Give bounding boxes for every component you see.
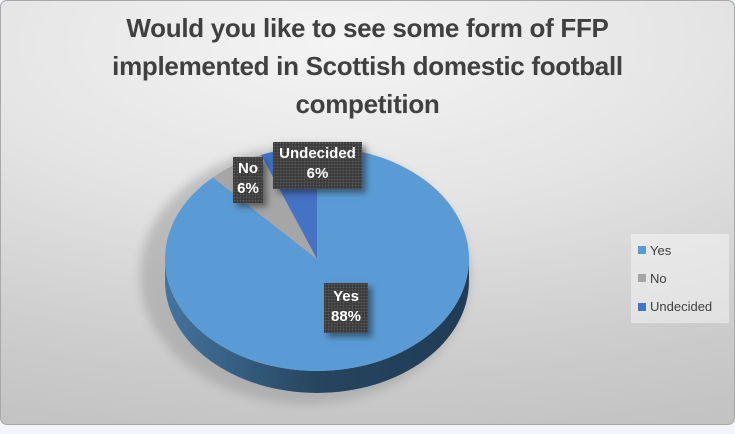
legend-label-yes: Yes: [650, 242, 672, 258]
legend-swatch-yes: [638, 246, 646, 255]
data-label-undecided-category: Undecided: [279, 145, 356, 162]
data-label-undecided-percent: 6%: [306, 165, 329, 182]
data-label-undecided[interactable]: Undecided 6%: [273, 142, 362, 189]
data-label-no-category: No: [238, 160, 258, 177]
legend-item-no[interactable]: No: [638, 271, 729, 286]
legend-label-no: No: [650, 270, 667, 286]
data-label-yes-category: Yes: [333, 288, 359, 305]
pie-side-wall: [165, 259, 469, 393]
legend-swatch-no: [638, 274, 646, 283]
legend-label-undecided: Undecided: [650, 299, 713, 315]
legend-item-undecided[interactable]: Undecided: [638, 299, 729, 314]
chart-title[interactable]: Would you like to see some form of FFP i…: [112, 13, 623, 119]
legend-swatch-undecided: [638, 302, 646, 311]
legend: Yes No Undecided: [631, 234, 729, 323]
pie-3d-plot: [140, 146, 470, 404]
legend-item-yes[interactable]: Yes: [638, 243, 729, 258]
data-label-yes[interactable]: Yes 88%: [324, 283, 368, 333]
chart-canvas: Would you like to see some form of FFP i…: [0, 0, 735, 425]
data-label-no-percent: 6%: [237, 180, 259, 197]
data-label-no[interactable]: No 6%: [233, 157, 263, 203]
data-label-yes-percent: 88%: [330, 308, 362, 325]
